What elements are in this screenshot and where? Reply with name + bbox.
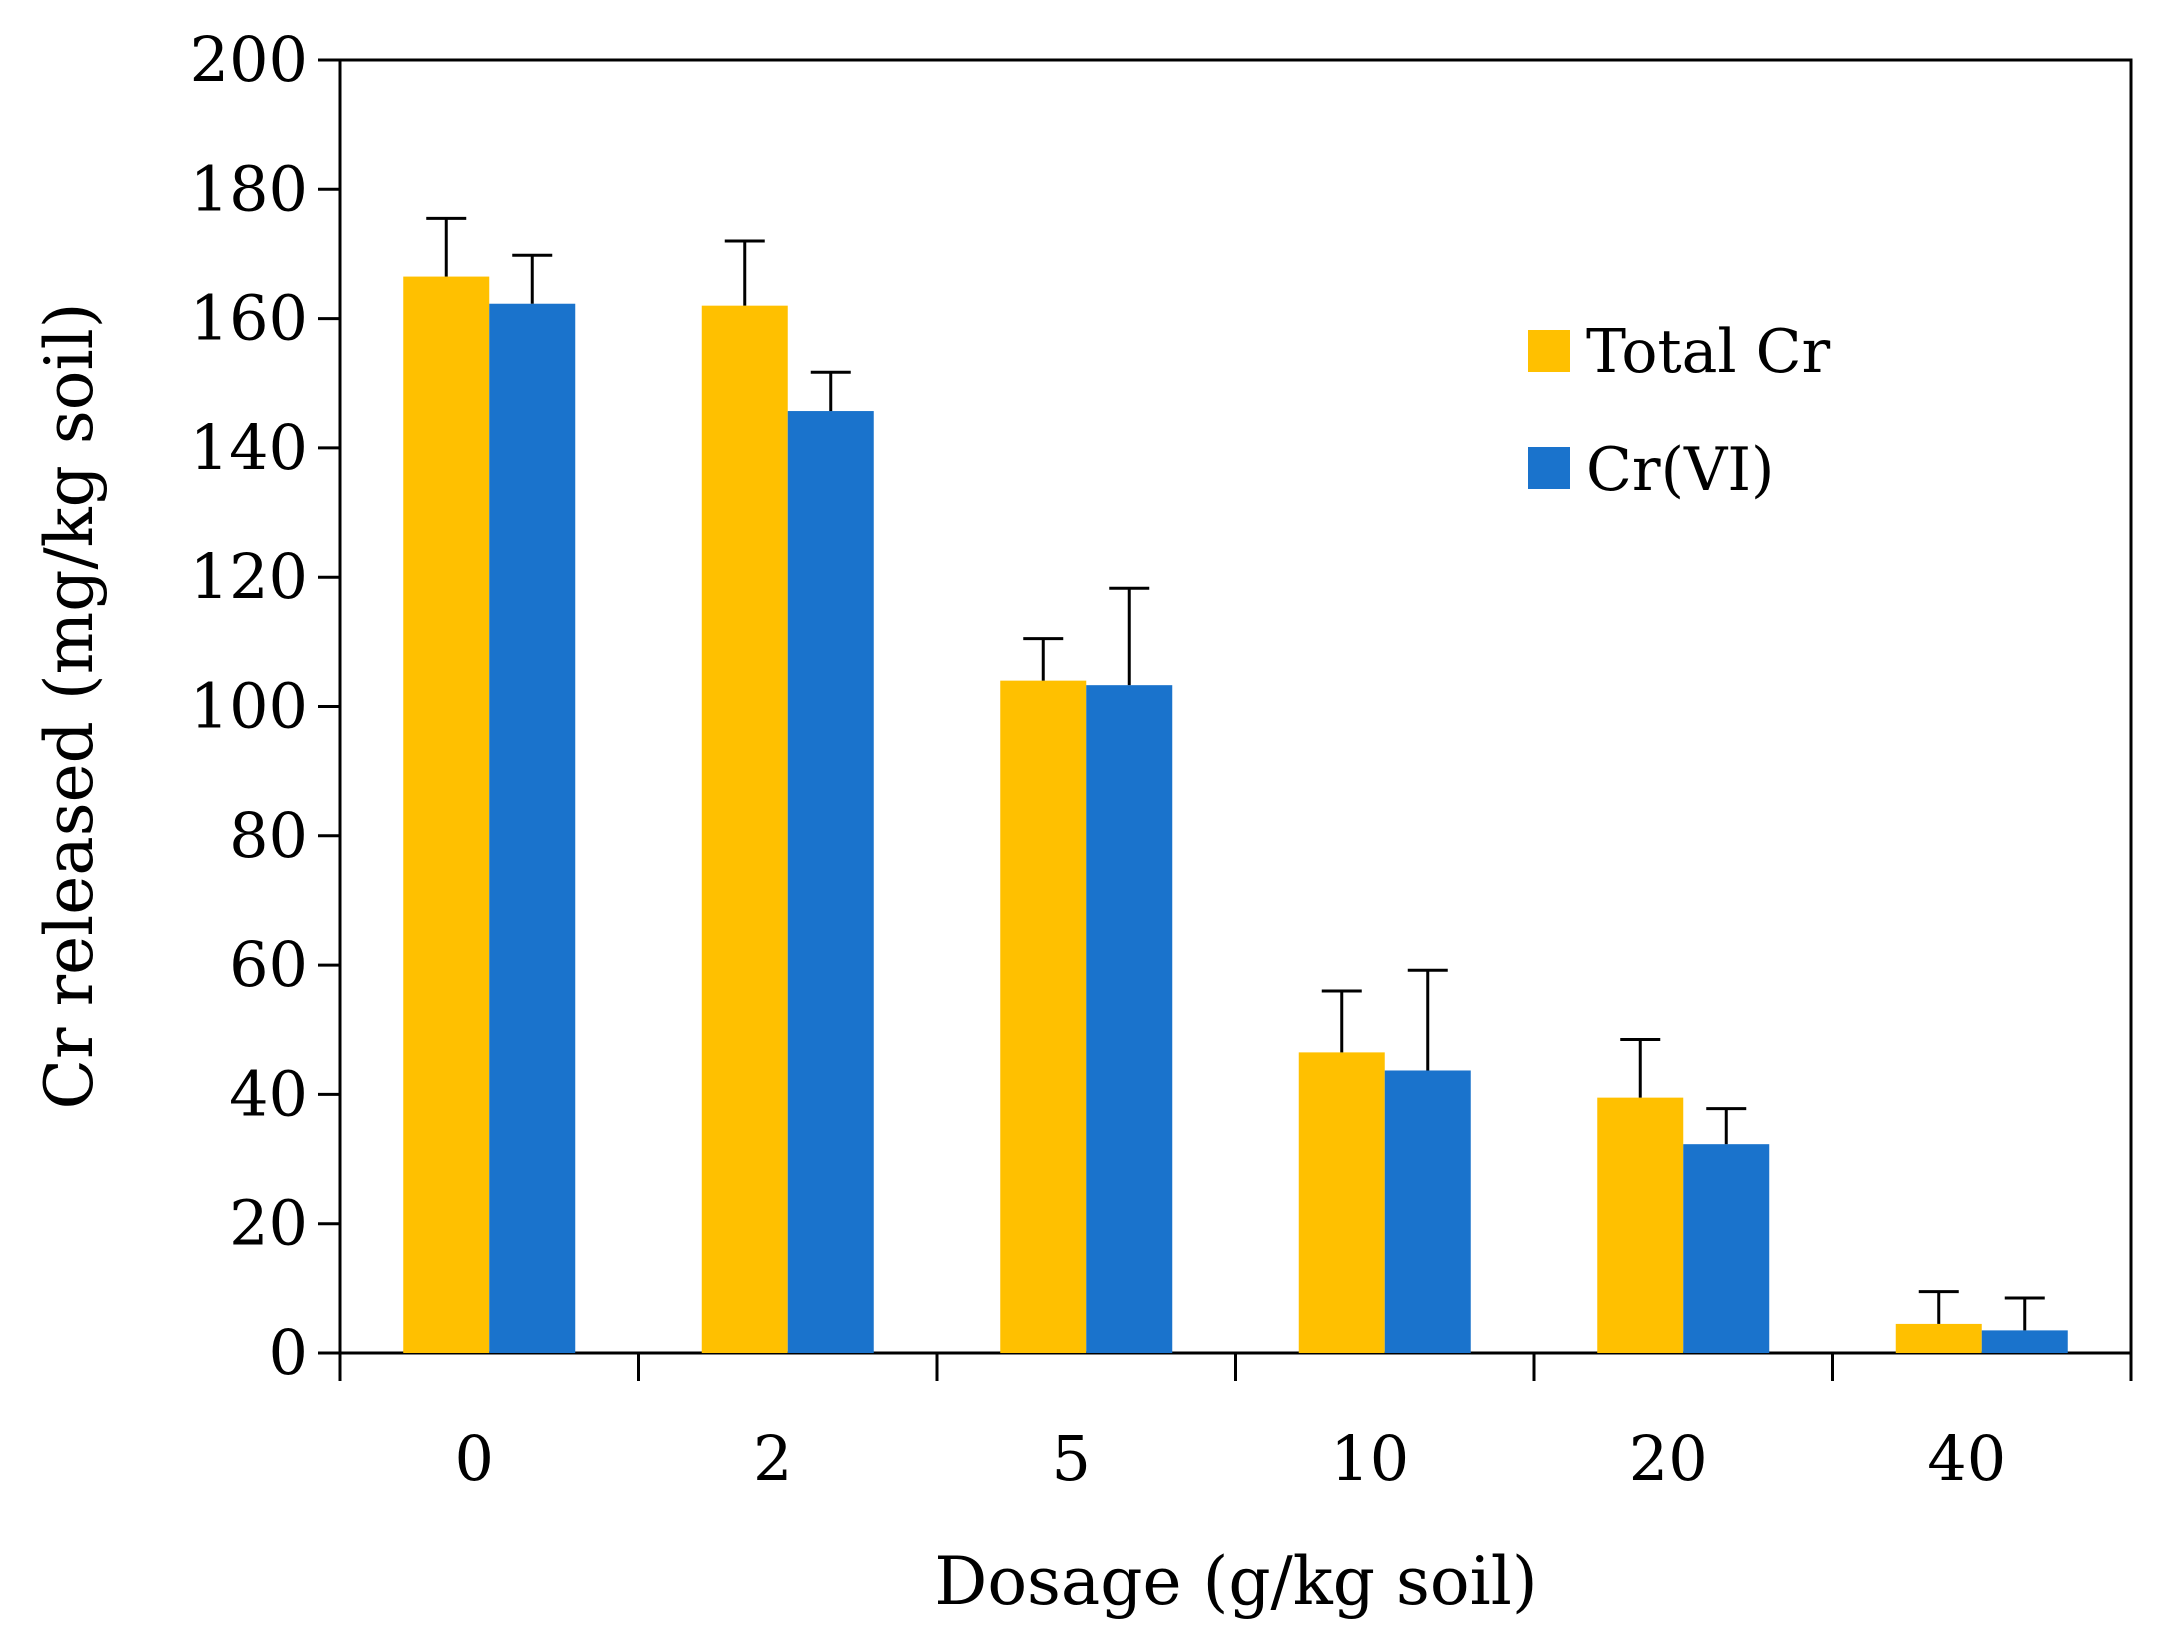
bar-total-cr	[701, 305, 788, 1353]
y-tick-label: 140	[190, 411, 308, 484]
legend-swatch-cr-vi	[1528, 447, 1570, 489]
y-tick-label: 40	[229, 1057, 308, 1130]
bar-total-cr	[403, 276, 490, 1353]
x-axis-title: Dosage (g/kg soil)	[934, 1543, 1537, 1620]
plot-frame	[338, 58, 2133, 1355]
legend-label-cr-vi: Cr(VI)	[1586, 435, 1774, 505]
y-axis-title: Cr released (mg/kg soil)	[31, 303, 108, 1110]
bar-cr-vi	[1086, 685, 1173, 1353]
y-tick-label: 120	[190, 540, 308, 613]
bar-cr-vi	[1384, 1070, 1471, 1353]
legend-label-total-cr: Total Cr	[1586, 317, 1831, 387]
bar-cr-vi	[787, 411, 874, 1353]
x-tick-label: 20	[1629, 1422, 1708, 1495]
y-tick-label: 0	[269, 1316, 308, 1389]
y-axis: 0 20 40 60 80 100 120 140 160 180 200	[190, 23, 340, 1389]
x-tick-label: 2	[753, 1422, 792, 1495]
bar-cr-vi	[1683, 1144, 1770, 1353]
bar-cr-vi	[489, 303, 576, 1354]
bar-total-cr	[1895, 1323, 1982, 1353]
bar-series	[403, 276, 2068, 1354]
y-tick-label: 60	[229, 928, 308, 1001]
y-tick-label: 20	[229, 1187, 308, 1260]
bar-total-cr	[1000, 680, 1087, 1353]
y-tick-label: 80	[229, 799, 308, 872]
y-tick-label: 200	[190, 23, 308, 96]
x-tick-label: 10	[1330, 1422, 1409, 1495]
bar-total-cr	[1597, 1097, 1684, 1353]
x-tick-label: 5	[1052, 1422, 1091, 1495]
legend: Total Cr Cr(VI)	[1528, 317, 1831, 505]
bar-total-cr	[1298, 1052, 1385, 1353]
legend-swatch-total-cr	[1528, 330, 1570, 372]
y-tick-label: 180	[190, 152, 308, 225]
x-axis: 0 2 5 10 20 40	[338, 1353, 2133, 1495]
y-tick-label: 160	[190, 282, 308, 355]
x-tick-label: 0	[455, 1422, 494, 1495]
y-tick-label: 100	[190, 670, 308, 743]
x-tick-label: 40	[1927, 1422, 2006, 1495]
bar-cr-vi	[1981, 1330, 2068, 1353]
error-bars	[426, 216, 2045, 1331]
